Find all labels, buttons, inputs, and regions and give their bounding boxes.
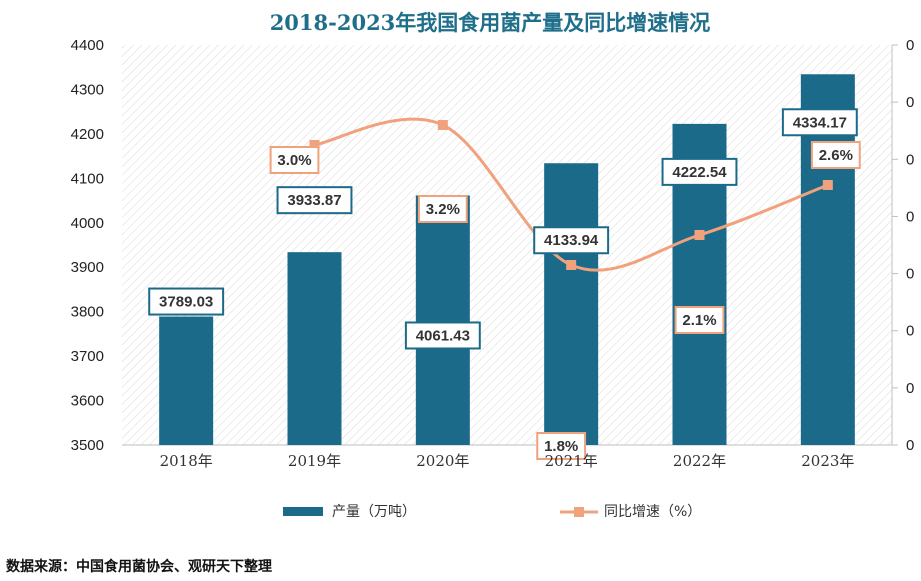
bar-value-label-box — [533, 226, 610, 255]
growth-value-label: 2.6% — [819, 147, 853, 164]
bar-value-label: 4061.43 — [416, 327, 470, 344]
growth-value-label-box — [674, 306, 725, 334]
line-series — [309, 117, 833, 272]
bar-value-label-box — [781, 108, 858, 137]
line-point — [309, 140, 320, 150]
y-tick-label: 4300 — [71, 81, 104, 98]
y2-tick-label: 0 — [906, 151, 914, 168]
legend: 产量（万吨） 同比增速（%） — [283, 504, 701, 520]
y-tick-label: 3500 — [71, 437, 104, 454]
y-axis-ticks: 3500 3600 3700 3800 3900 4000 4100 4200 4300 4400 — [71, 37, 104, 454]
line-data-labels: 3.0% 3.2% 1.8% 2.1% 2.6% — [269, 141, 861, 460]
x-tick-label: 2018年 — [160, 452, 213, 470]
growth-value-label: 1.8% — [544, 438, 578, 455]
legend-line-marker — [574, 507, 584, 517]
growth-value-label-box — [810, 141, 861, 169]
y-tick-label: 3600 — [71, 393, 104, 410]
chart-title: 2018-2023年我国食用菌产量及同比增速情况 — [270, 10, 711, 35]
line-point — [437, 120, 448, 130]
bar-value-label: 3933.87 — [287, 192, 341, 209]
y-tick-label: 4000 — [71, 215, 104, 232]
bar-value-label: 4222.54 — [672, 164, 727, 181]
y2-tick-label: 0 — [906, 208, 914, 225]
y-tick-label: 4100 — [71, 170, 104, 187]
legend-bar-label: 产量（万吨） — [332, 504, 416, 520]
bar — [159, 316, 214, 445]
source-note: 数据来源：中国食用菌协会、观研天下整理 — [6, 559, 272, 575]
line-point — [694, 230, 705, 240]
bar — [287, 252, 342, 445]
y-tick-label: 3900 — [71, 259, 104, 276]
legend-line-label: 同比增速（%） — [604, 504, 701, 520]
bar-value-label-box — [148, 287, 225, 316]
growth-value-label: 3.0% — [277, 152, 311, 169]
bar-value-label: 4133.94 — [544, 232, 599, 249]
x-tick-label: 2023年 — [801, 452, 854, 470]
legend-bar-swatch — [283, 507, 323, 516]
y2-tick-label: 0 — [906, 266, 914, 283]
y-tick-label: 4200 — [71, 126, 104, 143]
y2-tick-label: 0 — [906, 437, 914, 454]
y2-tick-label: 0 — [906, 94, 914, 111]
line-point — [566, 260, 577, 270]
growth-value-label-box — [417, 195, 468, 223]
x-tick-label: 2019年 — [288, 452, 341, 470]
bar-value-label-box — [404, 321, 481, 350]
y2-tick-label: 0 — [906, 37, 914, 54]
x-tick-label: 2021年 — [545, 452, 598, 470]
bar-value-label: 3789.03 — [159, 294, 213, 311]
x-tick-label: 2020年 — [416, 452, 469, 470]
bar-value-label-box — [661, 157, 738, 186]
x-axis-ticks: 2018年 2019年 2020年 2021年 2022年 2023年 — [160, 452, 855, 470]
y2-tick-label: 0 — [906, 323, 914, 340]
secondary-y-axis-ticks: 0 0 0 0 0 0 0 0 — [892, 37, 914, 454]
growth-value-label-box — [536, 432, 587, 460]
bar-value-label: 4334.17 — [793, 114, 847, 131]
growth-value-label: 2.1% — [682, 312, 716, 329]
bar-value-label-box — [276, 186, 353, 215]
bar — [415, 195, 470, 445]
y-tick-label: 3700 — [71, 348, 104, 365]
growth-value-label-box — [269, 146, 320, 174]
bar — [544, 163, 599, 445]
line-point — [822, 180, 833, 190]
growth-value-label: 3.2% — [426, 201, 460, 218]
y-tick-label: 3800 — [71, 304, 104, 321]
bar-data-labels: 3789.03 3933.87 4061.43 4133.94 4222.54 4334.… — [148, 108, 858, 350]
plot-area — [122, 45, 892, 445]
y2-tick-label: 0 — [906, 380, 914, 397]
y-tick-label: 4400 — [71, 37, 104, 54]
x-tick-label: 2022年 — [673, 452, 726, 470]
